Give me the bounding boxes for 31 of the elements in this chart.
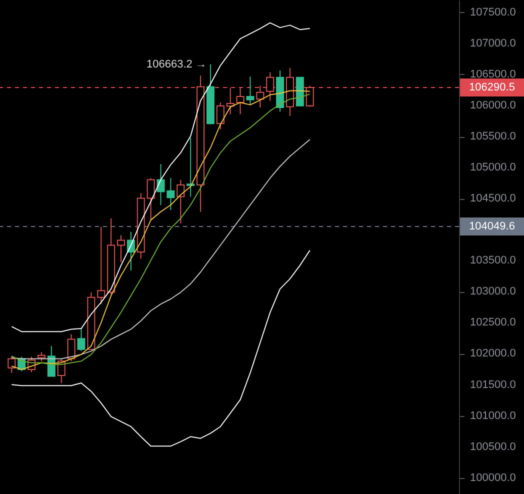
line-series bbox=[11, 250, 310, 447]
candlestick bbox=[8, 356, 16, 374]
annotation: 106663.2 → bbox=[146, 58, 206, 70]
y-tick-label: 102500.0 bbox=[470, 316, 516, 329]
candlestick bbox=[216, 102, 224, 130]
y-tick-label: 103000.0 bbox=[470, 286, 516, 298]
candlestick bbox=[67, 334, 76, 362]
y-tick-label: 101500.0 bbox=[470, 378, 516, 391]
candlestick bbox=[146, 178, 155, 221]
y-tick-label: 101000.0 bbox=[470, 410, 516, 422]
candlestick bbox=[77, 328, 86, 352]
y-tick-label: 102000.0 bbox=[470, 348, 516, 360]
line-series bbox=[11, 22, 310, 332]
candlestick bbox=[186, 137, 195, 198]
y-tick-label: 100000.0 bbox=[470, 472, 516, 484]
candlestick bbox=[37, 352, 46, 362]
y-tick-label: 103500.0 bbox=[470, 254, 516, 267]
y-tick-label: 107500.0 bbox=[470, 6, 516, 18]
ref-line-label: 104049.6 bbox=[469, 220, 515, 233]
y-tick-label: 105000.0 bbox=[470, 162, 516, 174]
candlestick bbox=[97, 226, 106, 305]
ref-line-label: 106290.5 bbox=[469, 81, 515, 94]
y-tick-label: 100500.0 bbox=[470, 440, 516, 453]
y-tick-label: 105500.0 bbox=[470, 130, 516, 143]
candlestick bbox=[246, 76, 254, 106]
candlestick bbox=[176, 179, 185, 224]
candlestick bbox=[117, 234, 125, 263]
y-tick-label: 106500.0 bbox=[470, 68, 516, 80]
y-tick-label: 106000.0 bbox=[470, 100, 516, 112]
y-tick-label: 107000.0 bbox=[470, 37, 516, 50]
y-tick-label: 104500.0 bbox=[470, 192, 516, 205]
